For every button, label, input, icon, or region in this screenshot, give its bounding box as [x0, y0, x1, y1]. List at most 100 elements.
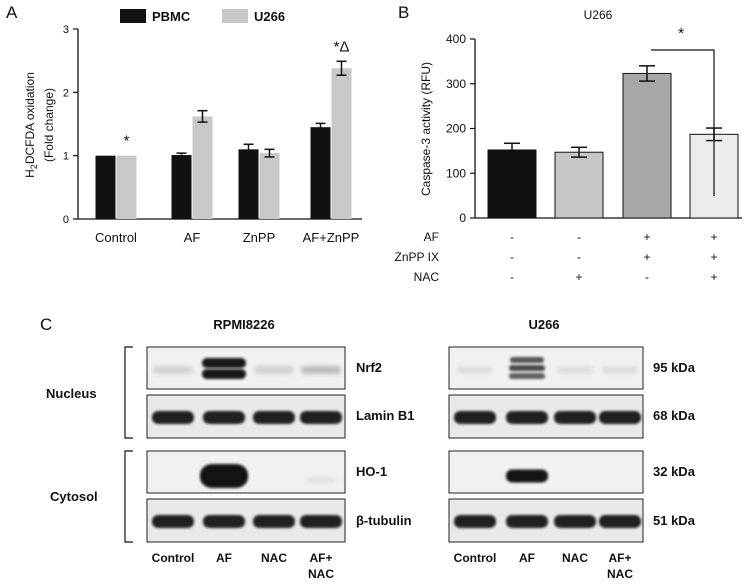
- blot-band: [599, 411, 641, 424]
- lane-label: Control: [152, 551, 195, 565]
- legend-swatch-u266: [222, 9, 248, 23]
- blot-band: [457, 366, 493, 374]
- x-tick-label: AF+ZnPP: [303, 230, 360, 245]
- panel-a: A H2DCFDA oxidation (Fold change) PBMC U…: [6, 3, 362, 245]
- y-tick-label: 0: [63, 214, 69, 226]
- significance-mark: *Δ: [334, 38, 350, 55]
- panel-b: B U266 Caspase-3 activity (RFU) 0 100 200 3…: [395, 3, 742, 284]
- blot-band: [510, 357, 544, 363]
- blot-band: [506, 469, 548, 483]
- size-label-51: 51 kDa: [653, 513, 696, 528]
- protein-label-ho1: HO-1: [356, 464, 387, 479]
- treatment-label: NAC: [414, 270, 440, 284]
- y-tick-label: 2: [63, 87, 69, 99]
- blot-title-u266: U266: [528, 317, 559, 332]
- blot-band: [454, 411, 496, 424]
- legend-label-pbmc: PBMC: [152, 9, 191, 24]
- blot-title-rpmi8226: RPMI8226: [213, 317, 274, 332]
- bar-pbmc: [95, 155, 116, 219]
- panel-b-letter: B: [398, 3, 409, 22]
- x-tick-label: ZnPP: [243, 230, 276, 245]
- y-tick-label: 200: [446, 122, 466, 136]
- bar-u266: [116, 155, 137, 219]
- blot-band: [557, 366, 593, 374]
- blot-band: [554, 411, 596, 424]
- blot-band: [152, 515, 194, 528]
- treatment-sign: +: [710, 230, 717, 244]
- significance-mark: *: [124, 133, 130, 150]
- size-label-32: 32 kDa: [653, 464, 696, 479]
- panel-c: C RPMI8226 U266 Nucleus Cytosol Nrf2 Lam…: [40, 315, 696, 581]
- y-tick-label: 400: [446, 32, 466, 46]
- treatment-label: AF: [424, 230, 439, 244]
- panel-c-letter: C: [40, 315, 52, 334]
- legend-swatch-pbmc: [120, 9, 146, 23]
- group-label-cytosol: Cytosol: [50, 489, 98, 504]
- bar-pbmc: [310, 127, 331, 219]
- protein-label-beta-tubulin: β-tubulin: [356, 513, 412, 528]
- panel-a-letter: A: [6, 3, 18, 22]
- blot-band: [509, 365, 545, 371]
- treatment-row-nac: NAC - + - +: [414, 270, 718, 284]
- treatment-sign: -: [645, 270, 649, 284]
- x-tick-label: Control: [95, 230, 137, 245]
- size-label-95: 95 kDa: [653, 360, 696, 375]
- bar-pbmc: [171, 155, 192, 219]
- treatment-row-af: AF - - + +: [424, 230, 718, 244]
- blot-band: [301, 366, 341, 374]
- protein-label-nrf2: Nrf2: [356, 360, 382, 375]
- y-tick-label: 300: [446, 77, 466, 91]
- blot-band: [200, 464, 248, 488]
- panel-b-title: U266: [584, 8, 613, 22]
- lane-label: AF+: [608, 551, 631, 565]
- y-tick-label: 100: [446, 166, 466, 180]
- lane-label: AF+: [309, 551, 332, 565]
- blot-band: [253, 515, 295, 528]
- treatment-sign: -: [510, 230, 514, 244]
- y-tick-label: 3: [63, 24, 69, 36]
- bar: [487, 149, 537, 219]
- treatment-sign: -: [510, 270, 514, 284]
- treatment-sign: +: [643, 230, 650, 244]
- bar-u266: [259, 153, 280, 219]
- lane-label: AF: [216, 551, 232, 565]
- bar-pbmc: [238, 149, 259, 219]
- blot-band: [602, 366, 638, 374]
- panel-b-ylabel: Caspase-3 activity (RFU): [419, 62, 433, 196]
- panel-b-sig-mark: *: [678, 25, 684, 42]
- lane-label: Control: [454, 551, 497, 565]
- blot-band: [202, 358, 246, 368]
- cytosol-bracket: [124, 450, 133, 543]
- bar: [622, 72, 672, 219]
- lane-label: NAC: [562, 551, 588, 565]
- protein-label-lamin-b1: Lamin B1: [356, 408, 415, 423]
- group-label-nucleus: Nucleus: [46, 386, 97, 401]
- blot-band: [153, 366, 193, 374]
- treatment-sign: +: [643, 250, 650, 264]
- bar-u266: [192, 116, 213, 219]
- treatment-label: ZnPP IX: [395, 250, 439, 264]
- treatment-sign: -: [577, 230, 581, 244]
- lane-label: AF: [519, 551, 535, 565]
- blot-band: [506, 411, 548, 424]
- blot-band: [599, 515, 641, 528]
- size-label-68: 68 kDa: [653, 408, 696, 423]
- x-tick-label: AF: [184, 230, 201, 245]
- y-tick-label: 0: [459, 211, 466, 225]
- blot-band: [454, 515, 496, 528]
- blot-band: [253, 411, 295, 424]
- treatment-row-znpp: ZnPP IX - - + +: [395, 250, 718, 264]
- lane-label-line2: NAC: [607, 567, 633, 581]
- panel-a-ylabel-line2: (Fold change): [42, 88, 56, 162]
- blot-band: [509, 373, 545, 379]
- lane-label-line2: NAC: [308, 567, 334, 581]
- blot-band: [202, 369, 246, 379]
- blot-band: [300, 515, 342, 528]
- treatment-sign: -: [577, 250, 581, 264]
- panel-b-sig-bracket: [651, 49, 715, 196]
- legend-label-u266: U266: [254, 9, 285, 24]
- treatment-sign: -: [510, 250, 514, 264]
- blot-band: [203, 411, 245, 424]
- blot-band: [300, 411, 342, 424]
